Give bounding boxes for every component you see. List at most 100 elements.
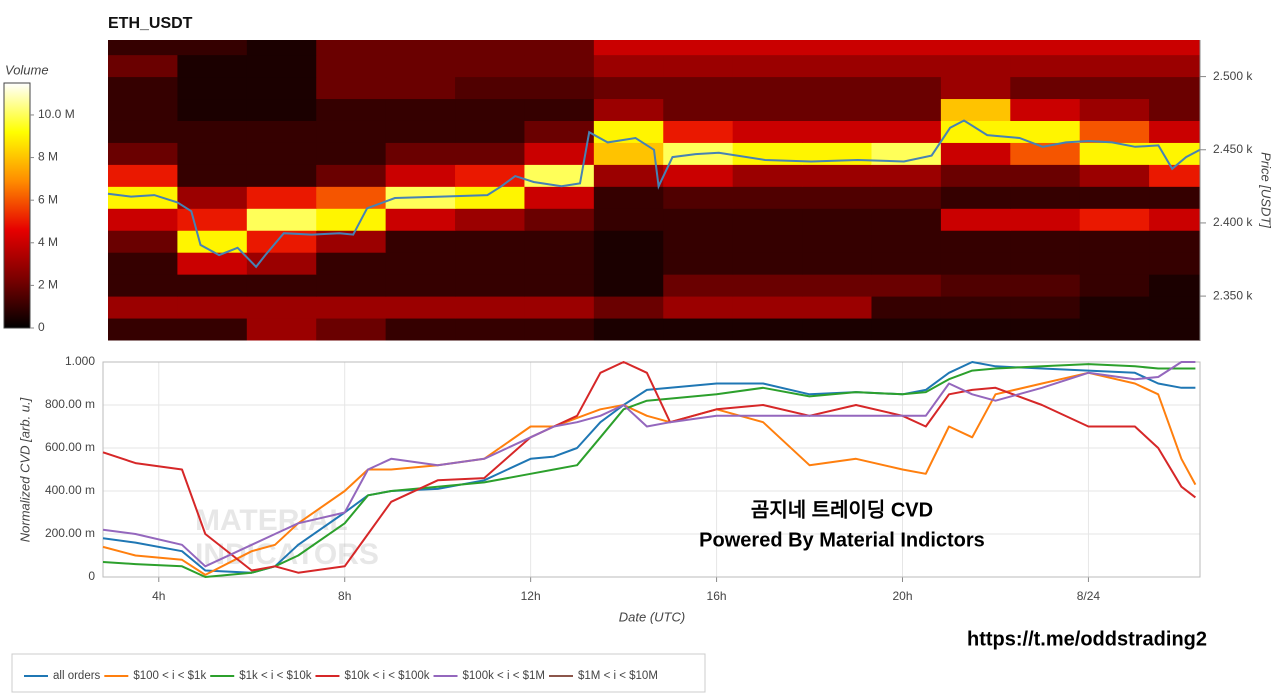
heatmap-cell [108, 208, 178, 231]
heatmap-cell [593, 54, 664, 78]
x-tick-label: 16h [707, 589, 727, 603]
heatmap-cell [940, 296, 1011, 319]
heatmap-cell [732, 274, 803, 297]
heatmap-cell [593, 296, 664, 319]
heatmap-cell [246, 230, 317, 253]
heatmap-cell [593, 208, 664, 231]
heatmap-cell [385, 142, 456, 165]
heatmap-cell [385, 296, 456, 319]
heatmap-cell [177, 164, 248, 187]
y-tick-label: 2.400 k [1213, 215, 1253, 229]
heatmap-cell [1010, 186, 1081, 209]
heatmap-cell [940, 252, 1011, 275]
heatmap-cell [524, 120, 595, 143]
heatmap-cell [385, 208, 456, 231]
heatmap-cell [1149, 252, 1201, 275]
heatmap-cell [524, 40, 595, 56]
heatmap-cell [316, 318, 387, 341]
y-tick-label: 0 [88, 569, 95, 583]
heatmap-cell [1149, 208, 1201, 231]
heatmap-cell [177, 98, 248, 121]
x-tick-label: 8/24 [1077, 589, 1101, 603]
cvd-line [102, 371, 1197, 576]
heatmap-cell [455, 208, 525, 231]
heatmap-cell [1079, 208, 1150, 231]
heatmap-cell [108, 54, 178, 78]
heatmap-cell [1149, 274, 1201, 297]
price-axis-label: Price [USDT] [1259, 152, 1274, 228]
heatmap-cell [940, 98, 1011, 121]
heatmap-cell [593, 40, 664, 56]
heatmap-cell [1149, 318, 1201, 341]
heatmap-cell [316, 208, 387, 231]
colorbar [3, 82, 31, 329]
heatmap-cell [663, 54, 734, 78]
heatmap-cell [246, 274, 317, 297]
watermark: MATERIAL [195, 504, 348, 537]
footer-link[interactable]: https://t.me/oddstrading2 [967, 628, 1207, 650]
heatmap-cell [246, 208, 317, 231]
heatmap-cell [1149, 76, 1201, 100]
x-tick-label: 20h [892, 589, 912, 603]
heatmap-cell [455, 296, 525, 319]
cvd-line [102, 361, 1197, 574]
heatmap-cell [593, 186, 664, 209]
heatmap-cell [455, 274, 525, 297]
legend-label: all orders [53, 670, 101, 682]
heatmap-cell [246, 296, 317, 319]
heatmap-cell [1010, 230, 1081, 253]
heatmap-cell [871, 54, 942, 78]
heatmap-cell [1149, 40, 1201, 56]
heatmap-cell [455, 40, 525, 56]
heatmap-cell [802, 40, 872, 56]
heatmap-cell [1010, 98, 1081, 121]
heatmap-cell [455, 186, 525, 209]
heatmap-cell [871, 230, 942, 253]
heatmap-cell [663, 274, 734, 297]
heatmap-cell [246, 76, 317, 100]
heatmap-cell [871, 40, 942, 56]
heatmap-cell [940, 120, 1011, 143]
heatmap-cell [177, 186, 248, 209]
heatmap-cell [1010, 54, 1081, 78]
heatmap-cell [593, 98, 664, 121]
heatmap-cell [108, 296, 178, 319]
plot-frame [102, 361, 1201, 578]
heatmap-cell [385, 40, 456, 56]
heatmap-cell [108, 120, 178, 143]
y-tick-label: 2.500 k [1213, 69, 1253, 83]
heatmap-cell [871, 120, 942, 143]
heatmap-cell [1010, 252, 1081, 275]
heatmap-cell [871, 296, 942, 319]
heatmap-cell [246, 318, 317, 341]
heatmap-cell [177, 142, 248, 165]
heatmap-cell [593, 164, 664, 187]
heatmap-cell [1079, 252, 1150, 275]
y-tick-label: 600.00 m [45, 440, 95, 454]
heatmap-cell [1149, 296, 1201, 319]
heatmap-cell [940, 274, 1011, 297]
heatmap-cell [524, 164, 595, 187]
heatmap-cell [246, 54, 317, 78]
cvd-line [102, 361, 1196, 568]
heatmap-cell [732, 252, 803, 275]
heatmap-cell [246, 142, 317, 165]
heatmap-cell [802, 230, 872, 253]
heatmap-cell [316, 142, 387, 165]
heatmap-cell [455, 54, 525, 78]
heatmap-cell [177, 40, 248, 56]
heatmap-cell [1079, 76, 1150, 100]
heatmap-cell [593, 274, 664, 297]
heatmap-cell [316, 120, 387, 143]
heatmap-cell [1010, 164, 1081, 187]
heatmap-cell [593, 252, 664, 275]
heatmap-cell [802, 120, 872, 143]
heatmap-cell [455, 142, 525, 165]
heatmap-cell [524, 98, 595, 121]
heatmap-cell [246, 252, 317, 275]
heatmap-cell [455, 76, 525, 100]
heatmap-cell [1149, 230, 1201, 253]
colorbar-title: Volume [5, 62, 49, 77]
legend-label: $10k < i < $100k [344, 670, 429, 682]
heatmap-cell [1010, 208, 1081, 231]
